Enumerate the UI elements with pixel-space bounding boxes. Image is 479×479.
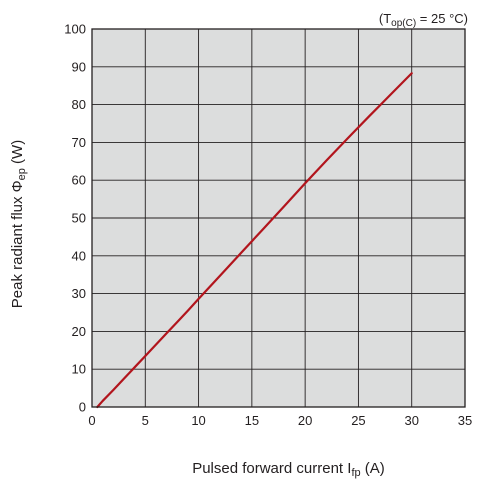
y-tick-label-5: 50 — [72, 211, 86, 226]
y-tick-label-4: 40 — [72, 248, 86, 263]
y-tick-label-8: 80 — [72, 97, 86, 112]
y-axis-ticks: 0 10 20 30 40 50 60 70 80 90 100 — [64, 22, 86, 415]
x-tick-label-3: 15 — [245, 413, 259, 428]
x-tick-label-4: 20 — [298, 413, 312, 428]
y-axis-title: Peak radiant flux Φep (W) — [9, 140, 28, 308]
x-tick-label-7: 35 — [458, 413, 472, 428]
x-axis-ticks: 0 5 10 15 20 25 30 35 — [88, 413, 472, 428]
y-tick-label-1: 10 — [72, 362, 86, 377]
x-tick-label-5: 25 — [351, 413, 365, 428]
y-tick-label-10: 100 — [64, 22, 86, 37]
x-tick-label-1: 5 — [142, 413, 149, 428]
y-tick-label-6: 60 — [72, 173, 86, 188]
y-tick-label-3: 30 — [72, 286, 86, 301]
y-tick-label-7: 70 — [72, 135, 86, 150]
grid-lines — [92, 29, 465, 407]
series-line — [96, 72, 413, 409]
x-axis-title: Pulsed forward current Ifp (A) — [192, 460, 385, 479]
x-tick-label-0: 0 — [88, 413, 95, 428]
x-tick-label-6: 30 — [404, 413, 418, 428]
plot-frame — [91, 28, 466, 408]
x-tick-label-2: 10 — [191, 413, 205, 428]
condition-label: (Top(C) = 25 °C) — [379, 11, 468, 29]
y-tick-label-0: 0 — [79, 400, 86, 415]
y-tick-label-2: 20 — [72, 324, 86, 339]
y-tick-label-9: 90 — [72, 59, 86, 74]
